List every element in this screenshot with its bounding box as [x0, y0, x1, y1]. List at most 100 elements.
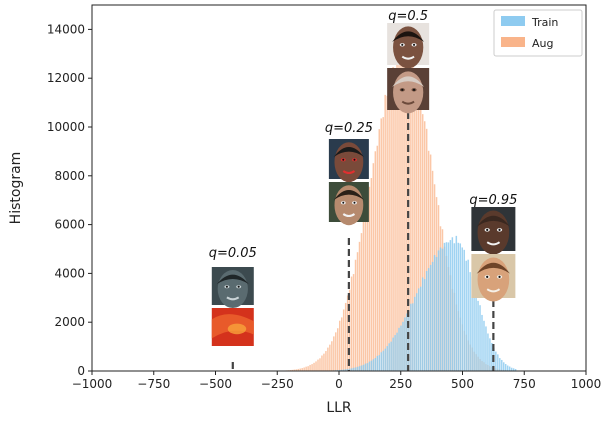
- x-tick-label: −250: [261, 377, 294, 391]
- x-tick-label: 250: [389, 377, 412, 391]
- train-bar: [396, 333, 397, 371]
- aug-bar: [351, 277, 352, 371]
- aug-bar: [377, 146, 378, 371]
- y-tick-label: 14000: [47, 22, 85, 36]
- legend-swatch-train: [501, 16, 525, 26]
- train-bar: [375, 358, 376, 371]
- train-bar: [495, 352, 496, 371]
- train-bar: [481, 315, 482, 371]
- legend-label-aug: Aug: [532, 37, 553, 50]
- aug-bar: [386, 96, 387, 371]
- train-bar: [436, 257, 437, 371]
- train-bar: [394, 335, 395, 371]
- aug-bar: [392, 67, 393, 371]
- train-bar: [369, 362, 370, 371]
- train-bar: [505, 364, 506, 371]
- aug-bar: [380, 118, 381, 371]
- train-bar: [384, 349, 385, 371]
- train-bar: [414, 297, 415, 371]
- train-bar: [373, 359, 374, 371]
- train-bar: [363, 365, 364, 371]
- aug-bar: [373, 163, 374, 371]
- right-pupil: [353, 159, 355, 161]
- train-bar: [469, 272, 470, 371]
- aug-bar: [337, 328, 338, 371]
- aug-bar: [327, 348, 328, 371]
- train-bar: [462, 247, 463, 371]
- y-axis-label: Histogram: [8, 152, 24, 225]
- train-bar: [357, 367, 358, 371]
- texture-highlight: [228, 324, 246, 335]
- aug-bar: [321, 355, 322, 371]
- train-bar: [483, 321, 484, 371]
- quantile-label: q=0.05: [209, 246, 257, 261]
- y-tick-label: 0: [77, 364, 85, 378]
- aug-bar: [319, 358, 320, 371]
- legend-label-train: Train: [531, 16, 558, 29]
- train-bar: [426, 271, 427, 371]
- right-pupil: [353, 202, 355, 204]
- aug-bar: [343, 309, 344, 371]
- train-bar: [499, 358, 500, 371]
- aug-bar: [303, 368, 304, 371]
- train-bar: [382, 351, 383, 371]
- left-pupil: [401, 89, 403, 91]
- right-pupil: [498, 229, 500, 231]
- train-bar: [507, 366, 508, 371]
- left-pupil: [486, 276, 488, 278]
- quantile-label: q=0.25: [325, 121, 373, 136]
- train-bar: [412, 303, 413, 371]
- aug-bar: [375, 151, 376, 371]
- aug-bar: [311, 364, 312, 371]
- train-bar: [424, 279, 425, 371]
- train-bar: [402, 322, 403, 371]
- x-tick-label: 750: [513, 377, 536, 391]
- train-bar: [450, 240, 451, 371]
- train-bar: [430, 265, 431, 371]
- aug-bar: [307, 366, 308, 371]
- train-bar: [428, 268, 429, 371]
- train-bar: [416, 293, 417, 371]
- train-bar: [355, 367, 356, 371]
- aug-bar: [363, 217, 364, 371]
- train-bar: [465, 261, 466, 371]
- aug-bar: [335, 332, 336, 371]
- train-bar: [444, 243, 445, 371]
- aug-bar: [355, 260, 356, 371]
- aug-bar: [323, 354, 324, 371]
- left-pupil: [226, 286, 228, 288]
- legend-swatch-aug: [501, 37, 525, 47]
- aug-bar: [357, 252, 358, 371]
- aug-bar: [317, 360, 318, 371]
- aug-bar: [365, 214, 366, 371]
- train-bar: [390, 342, 391, 371]
- train-bar: [477, 301, 478, 371]
- train-bar: [501, 360, 502, 371]
- quantile-label: q=0.5: [388, 9, 428, 24]
- train-bar: [497, 354, 498, 371]
- x-tick-label: −500: [199, 377, 232, 391]
- x-tick-label: 500: [451, 377, 474, 391]
- quantile-label: q=0.95: [469, 193, 517, 208]
- train-bar: [487, 333, 488, 371]
- train-bar: [386, 346, 387, 371]
- aug-bar: [315, 361, 316, 371]
- aug-bar: [325, 351, 326, 371]
- train-bar: [398, 328, 399, 371]
- train-bar: [379, 355, 380, 371]
- left-pupil: [486, 229, 488, 231]
- aug-bar: [333, 336, 334, 371]
- aug-bar: [313, 363, 314, 371]
- train-bar: [458, 243, 459, 371]
- y-tick-label: 10000: [47, 120, 85, 134]
- y-tick-label: 2000: [54, 315, 85, 329]
- aug-bar: [353, 274, 354, 371]
- train-bar: [359, 366, 360, 371]
- train-bar: [460, 243, 461, 371]
- aug-bar: [309, 365, 310, 371]
- aug-bar: [359, 242, 360, 371]
- train-bar: [418, 288, 419, 371]
